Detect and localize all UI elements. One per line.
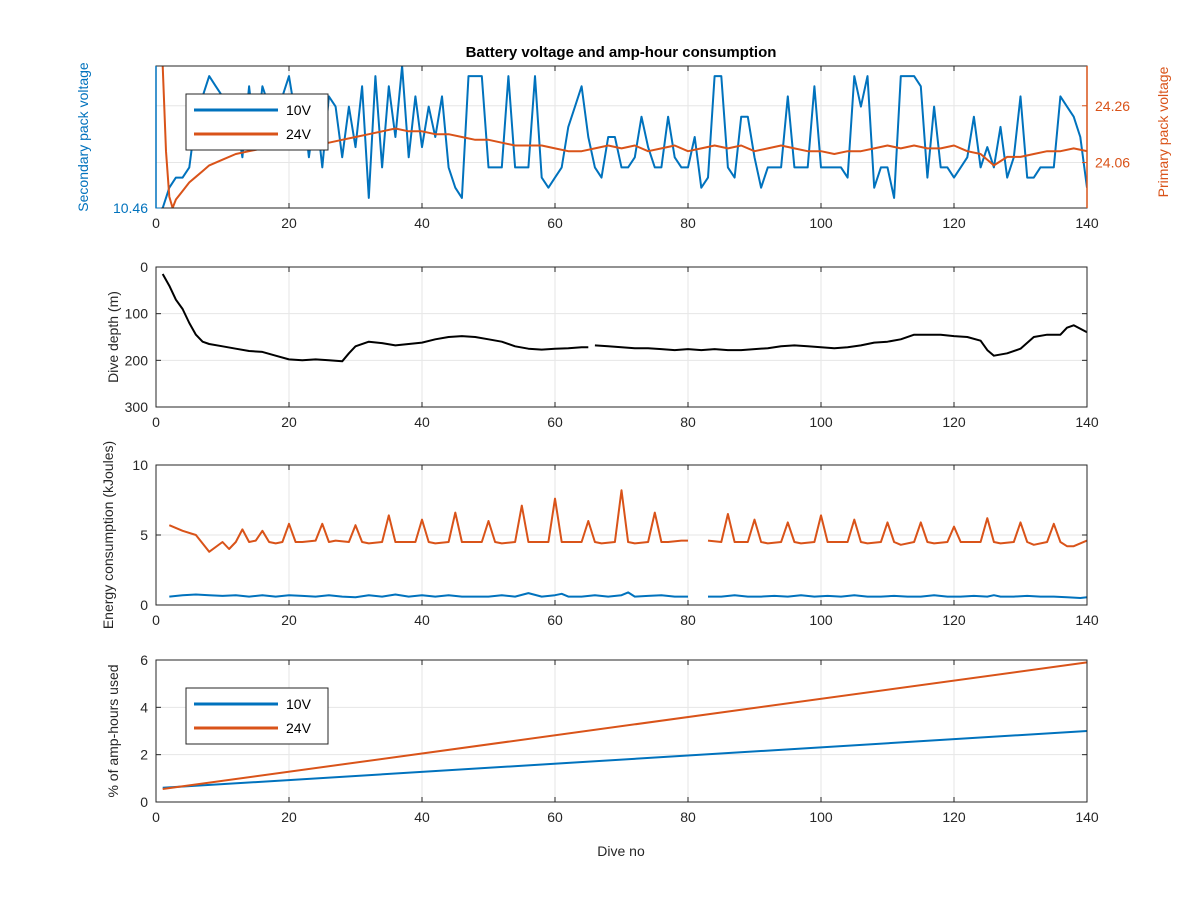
y-tick-label: 200 [125, 352, 149, 368]
x-tick-label: 140 [1075, 414, 1099, 430]
y-tick-label: 10.46 [113, 200, 148, 216]
x-tick-label: 100 [809, 215, 833, 231]
y-tick-label: 0 [140, 597, 148, 613]
x-tick-label: 100 [809, 612, 833, 628]
x-tick-label: 120 [942, 215, 966, 231]
plot-amp-hours: 0 20 40 60 80 100 120 140 0 2 4 6 % of amp-hours use… [105, 652, 1099, 825]
x-tick-label: 0 [152, 215, 160, 231]
x-tick-label: 80 [680, 215, 696, 231]
y-tick-label: 5 [140, 527, 148, 543]
x-tick-label: 80 [680, 809, 696, 825]
series-line-10v-p3 [162, 730, 1087, 789]
legend: 10V 24V [185, 93, 329, 151]
series-line-24v-p3 [162, 661, 1087, 790]
x-tick-label: 0 [152, 612, 160, 628]
x-tick-label: 120 [942, 809, 966, 825]
y-tick-label-right: 24.06 [1095, 155, 1130, 171]
series-line-10v-p2 [169, 591, 1087, 599]
x-tick-label: 40 [414, 809, 430, 825]
x-tick-label: 20 [281, 215, 297, 231]
x-tick-label: 20 [281, 809, 297, 825]
y-tick-label: 6 [140, 652, 148, 668]
x-tick-label: 140 [1075, 809, 1099, 825]
x-tick-label: 100 [809, 414, 833, 430]
x-tick-label: 60 [547, 809, 563, 825]
y-tick-label: 0 [140, 259, 148, 275]
plot-energy-consumption: 0 20 40 60 80 100 120 140 0 5 10 Energy consumption… [100, 441, 1099, 629]
y-tick-label: 2 [140, 747, 148, 763]
x-tick-label: 140 [1075, 612, 1099, 628]
legend-box [185, 93, 329, 151]
x-tick-label: 20 [281, 414, 297, 430]
x-tick-label: 0 [152, 414, 160, 430]
x-tick-label: 120 [942, 414, 966, 430]
x-axis-label: Dive no [597, 843, 645, 859]
y-axis-label: % of amp-hours used [105, 664, 121, 797]
y-tick-label: 100 [125, 306, 149, 322]
legend: 10V 24V [185, 687, 329, 745]
legend-label-24v: 24V [286, 126, 312, 142]
x-tick-label: 20 [281, 612, 297, 628]
y-axis-label: Energy consumption (kJoules) [100, 441, 116, 629]
legend-label-24v: 24V [286, 720, 312, 736]
axes-frame [155, 266, 1088, 408]
x-tick-label: 60 [547, 215, 563, 231]
y-axis-label: Secondary pack voltage [75, 62, 91, 212]
y-axis-label: Dive depth (m) [105, 291, 121, 383]
y-tick-label: 4 [140, 699, 148, 715]
axes-frame [155, 659, 1088, 803]
figure-title: Battery voltage and amp-hour consumption [466, 44, 777, 61]
plot-voltage: 0 20 40 60 80 100 120 140 10.46 Secondary pack vo… [75, 62, 1171, 231]
x-tick-label: 60 [547, 414, 563, 430]
legend-label-10v: 10V [286, 696, 312, 712]
x-tick-label: 80 [680, 612, 696, 628]
legend-box [185, 687, 329, 745]
x-tick-label: 40 [414, 215, 430, 231]
series-line-24v-p2 [168, 489, 1087, 553]
y-axis-label-right: Primary pack voltage [1155, 66, 1171, 197]
y-tick-label: 10 [132, 457, 148, 473]
y-tick-label: 300 [125, 399, 149, 415]
x-tick-label: 60 [547, 612, 563, 628]
y-tick-label-right: 24.26 [1095, 98, 1130, 114]
x-tick-label: 80 [680, 414, 696, 430]
series-line-depth-p1 [161, 273, 1087, 363]
grid-lines [155, 266, 1088, 408]
x-tick-label: 40 [414, 414, 430, 430]
y-tick-label: 0 [140, 794, 148, 810]
grid-lines [155, 464, 1088, 606]
x-tick-label: 120 [942, 612, 966, 628]
legend-label-10v: 10V [286, 102, 312, 118]
x-tick-label: 100 [809, 809, 833, 825]
x-tick-label: 140 [1075, 215, 1099, 231]
x-tick-label: 40 [414, 612, 430, 628]
x-tick-label: 0 [152, 809, 160, 825]
